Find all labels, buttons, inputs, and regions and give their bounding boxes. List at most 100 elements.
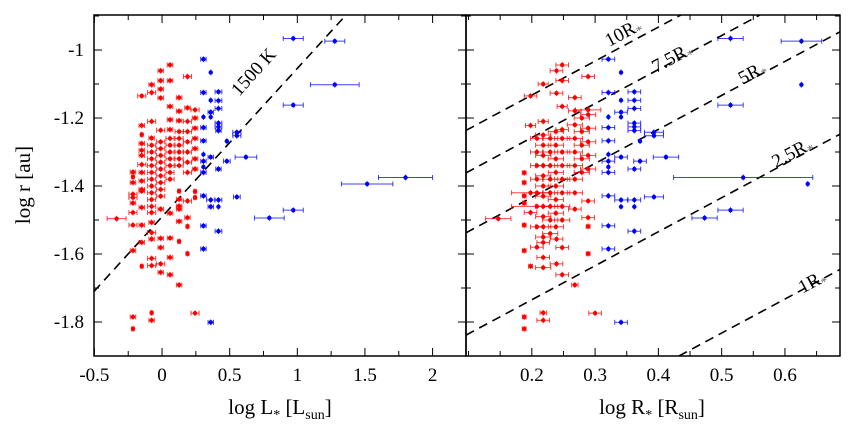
data-point [536,317,551,324]
data-marker [618,114,624,120]
line-label-text: 1R [795,269,825,298]
data-marker [167,104,173,109]
data-marker [243,154,249,160]
data-point [614,109,628,116]
data-point [632,203,637,210]
reference-line-dashed [466,15,761,174]
data-marker [139,170,144,175]
data-marker [632,98,637,103]
data-marker [553,170,559,175]
data-marker [547,136,553,141]
data-marker [149,197,154,202]
plot-area [466,15,840,356]
data-marker [167,62,173,68]
data-point [618,69,624,76]
data-marker [632,197,637,203]
data-marker [585,166,591,172]
data-marker [114,216,119,221]
data-point [601,89,616,96]
data-marker [291,207,296,213]
data-point [201,151,206,158]
data-marker [553,143,559,148]
data-marker [224,138,230,144]
data-marker [522,326,527,332]
data-point [627,196,642,203]
data-point [581,73,595,80]
data-point [175,281,183,288]
data-marker [158,68,163,73]
data-marker [192,189,198,194]
data-point [128,194,138,201]
data-marker [201,125,206,130]
data-marker [559,190,565,196]
data-marker [528,93,533,99]
data-marker [185,129,190,134]
data-marker [158,194,163,199]
data-point [147,255,157,262]
data-point [566,176,583,183]
data-marker [234,194,240,200]
data-point [147,196,157,203]
data-point [618,203,624,210]
data-point [130,325,136,332]
data-marker [130,210,136,215]
data-point [521,169,527,176]
data-point [165,142,175,149]
data-marker [559,104,565,109]
reference-line-label: 7.5R* [649,39,698,79]
data-marker [547,190,553,196]
data-point [566,162,583,169]
x-tick-label: 0.4 [647,365,671,386]
data-point [580,111,597,118]
data-marker [185,149,190,155]
data-marker [618,110,624,115]
data-point [627,88,642,95]
data-marker [547,204,553,209]
data-marker [139,240,144,245]
reference-line-label: 1500 K [227,44,281,100]
data-marker [728,102,733,108]
data-marker [176,203,182,209]
data-marker [585,224,591,229]
data-marker [291,102,296,108]
data-marker [522,200,527,206]
reference-line-dashed [94,15,347,292]
data-point [157,269,164,276]
data-marker [158,173,163,179]
data-point [147,169,157,176]
data-marker [522,170,527,175]
data-marker [585,215,591,220]
data-point [309,81,360,88]
data-marker [149,210,154,215]
data-marker [149,143,154,148]
x-tick-label: 0.5 [710,365,734,386]
data-marker [216,197,221,203]
data-marker [553,183,559,189]
data-point [580,138,597,145]
data-marker [559,217,565,223]
data-marker [632,106,637,111]
data-marker [149,256,154,261]
data-marker [167,211,173,216]
data-marker [541,318,546,323]
data-point [128,222,138,229]
data-point [606,163,611,170]
data-point [614,154,628,161]
data-marker [139,162,144,167]
data-point [174,149,184,156]
data-marker [192,166,198,172]
data-marker [185,198,190,204]
data-marker [632,166,637,172]
data-point [549,67,564,74]
data-marker [572,177,578,182]
x-tick-label: 0.2 [520,365,544,386]
data-marker [534,245,540,250]
data-marker [208,110,213,115]
data-marker [632,204,637,209]
data-point [147,189,157,196]
data-marker [216,98,221,103]
data-point [147,176,157,183]
data-marker [547,149,553,155]
y-axis-label: log r [au] [11,146,35,224]
data-marker [130,222,136,228]
